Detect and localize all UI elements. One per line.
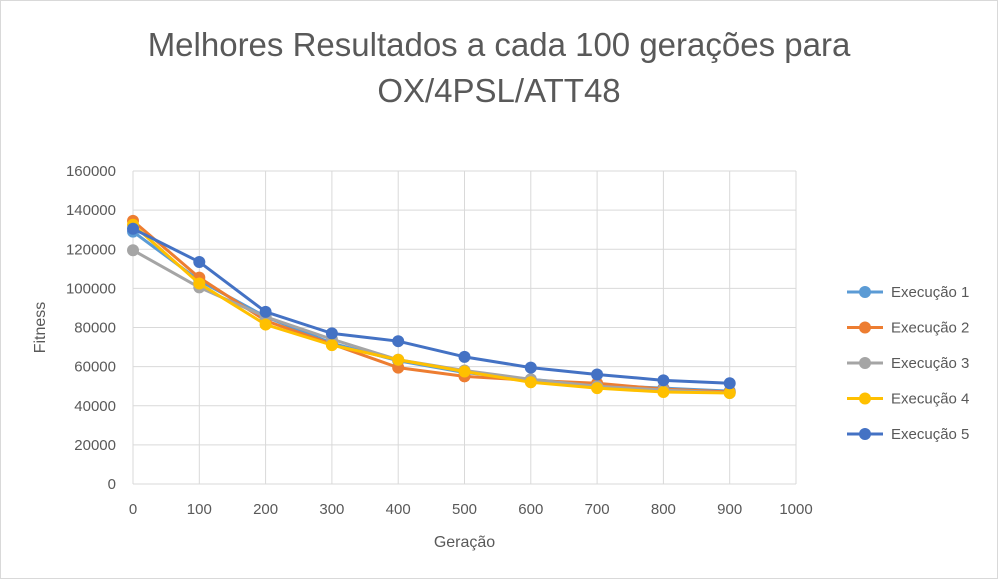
gridlines — [132, 170, 797, 485]
data-point — [325, 339, 338, 352]
data-point — [193, 277, 206, 290]
legend-label: Execução 4 — [891, 391, 969, 408]
x-tick-label: 100 — [187, 501, 212, 518]
y-tick-label: 120000 — [66, 241, 116, 258]
x-tick-label: 300 — [319, 501, 344, 518]
series-lines — [127, 214, 736, 400]
series-line — [132, 219, 730, 394]
chart-title-line-2: OX/4PSL/ATT48 — [377, 72, 621, 109]
data-point — [657, 374, 670, 387]
series-3 — [127, 244, 736, 400]
x-tick-label: 1000 — [779, 501, 812, 518]
data-point — [259, 318, 272, 331]
y-tick-label: 20000 — [74, 437, 116, 454]
legend-item: Execução 5 — [847, 426, 969, 443]
legend-marker — [859, 321, 871, 334]
y-tick-label: 0 — [108, 476, 116, 493]
data-point — [524, 361, 537, 374]
y-tick-label: 40000 — [74, 398, 116, 415]
legend: Execução 1 Execução 2 Execução 3 Execução 4… — [847, 284, 969, 443]
x-tick-label: 0 — [129, 501, 137, 518]
y-axis-label: Fitness — [32, 302, 49, 354]
series-line — [132, 227, 730, 385]
data-point — [127, 222, 139, 235]
x-tick-label: 800 — [651, 501, 676, 518]
x-axis-label: Geração — [434, 534, 495, 551]
legend-label: Execução 2 — [891, 320, 969, 337]
legend-marker — [859, 392, 871, 405]
tick-labels: 0 20000 40000 60000 80000 100000 120000 140000 1… — [66, 163, 813, 518]
y-tick-label: 80000 — [74, 320, 116, 337]
chart-title-line-1: Melhores Resultados a cada 100 gerações … — [147, 26, 851, 63]
legend-marker — [859, 357, 871, 369]
series-5 — [127, 222, 736, 390]
data-point — [325, 327, 338, 340]
y-tick-label: 160000 — [66, 163, 116, 180]
x-tick-label: 500 — [452, 501, 477, 518]
data-point — [591, 368, 604, 381]
legend-item: Execução 1 — [847, 284, 969, 301]
legend-marker — [859, 428, 871, 440]
legend-marker — [859, 286, 871, 298]
x-tick-label: 400 — [386, 501, 411, 518]
data-point — [392, 335, 405, 348]
legend-item: Execução 2 — [847, 320, 969, 337]
data-point — [591, 382, 604, 395]
legend-label: Execução 3 — [891, 355, 969, 372]
y-tick-label: 100000 — [66, 280, 116, 297]
chart-title: Melhores Resultados a cada 100 gerações … — [0, 22, 998, 114]
x-tick-label: 900 — [717, 501, 742, 518]
data-point — [723, 377, 736, 390]
data-point — [657, 386, 670, 399]
data-point — [458, 350, 471, 363]
y-tick-label: 60000 — [74, 359, 116, 376]
x-tick-label: 600 — [518, 501, 543, 518]
data-point — [127, 244, 139, 257]
data-point — [193, 255, 206, 268]
legend-label: Execução 5 — [891, 426, 969, 443]
series-2 — [127, 214, 736, 399]
data-point — [723, 387, 736, 400]
legend-item: Execução 3 — [847, 355, 969, 372]
data-point — [259, 305, 272, 318]
data-point — [458, 365, 471, 378]
data-point — [524, 376, 537, 389]
legend-label: Execução 1 — [891, 284, 969, 301]
legend-item: Execução 4 — [847, 391, 969, 408]
x-tick-label: 700 — [585, 501, 610, 518]
data-point — [392, 353, 405, 366]
x-tick-label: 200 — [253, 501, 278, 518]
series-line — [132, 223, 730, 395]
y-tick-label: 140000 — [66, 202, 116, 219]
